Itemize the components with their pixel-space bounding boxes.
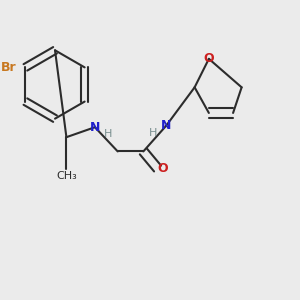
Text: O: O <box>204 52 214 65</box>
Text: Br: Br <box>1 61 17 74</box>
Text: O: O <box>158 162 168 175</box>
Text: N: N <box>161 119 171 132</box>
Text: N: N <box>90 121 100 134</box>
Text: H: H <box>103 129 112 139</box>
Text: H: H <box>149 128 158 138</box>
Text: CH₃: CH₃ <box>56 171 77 182</box>
